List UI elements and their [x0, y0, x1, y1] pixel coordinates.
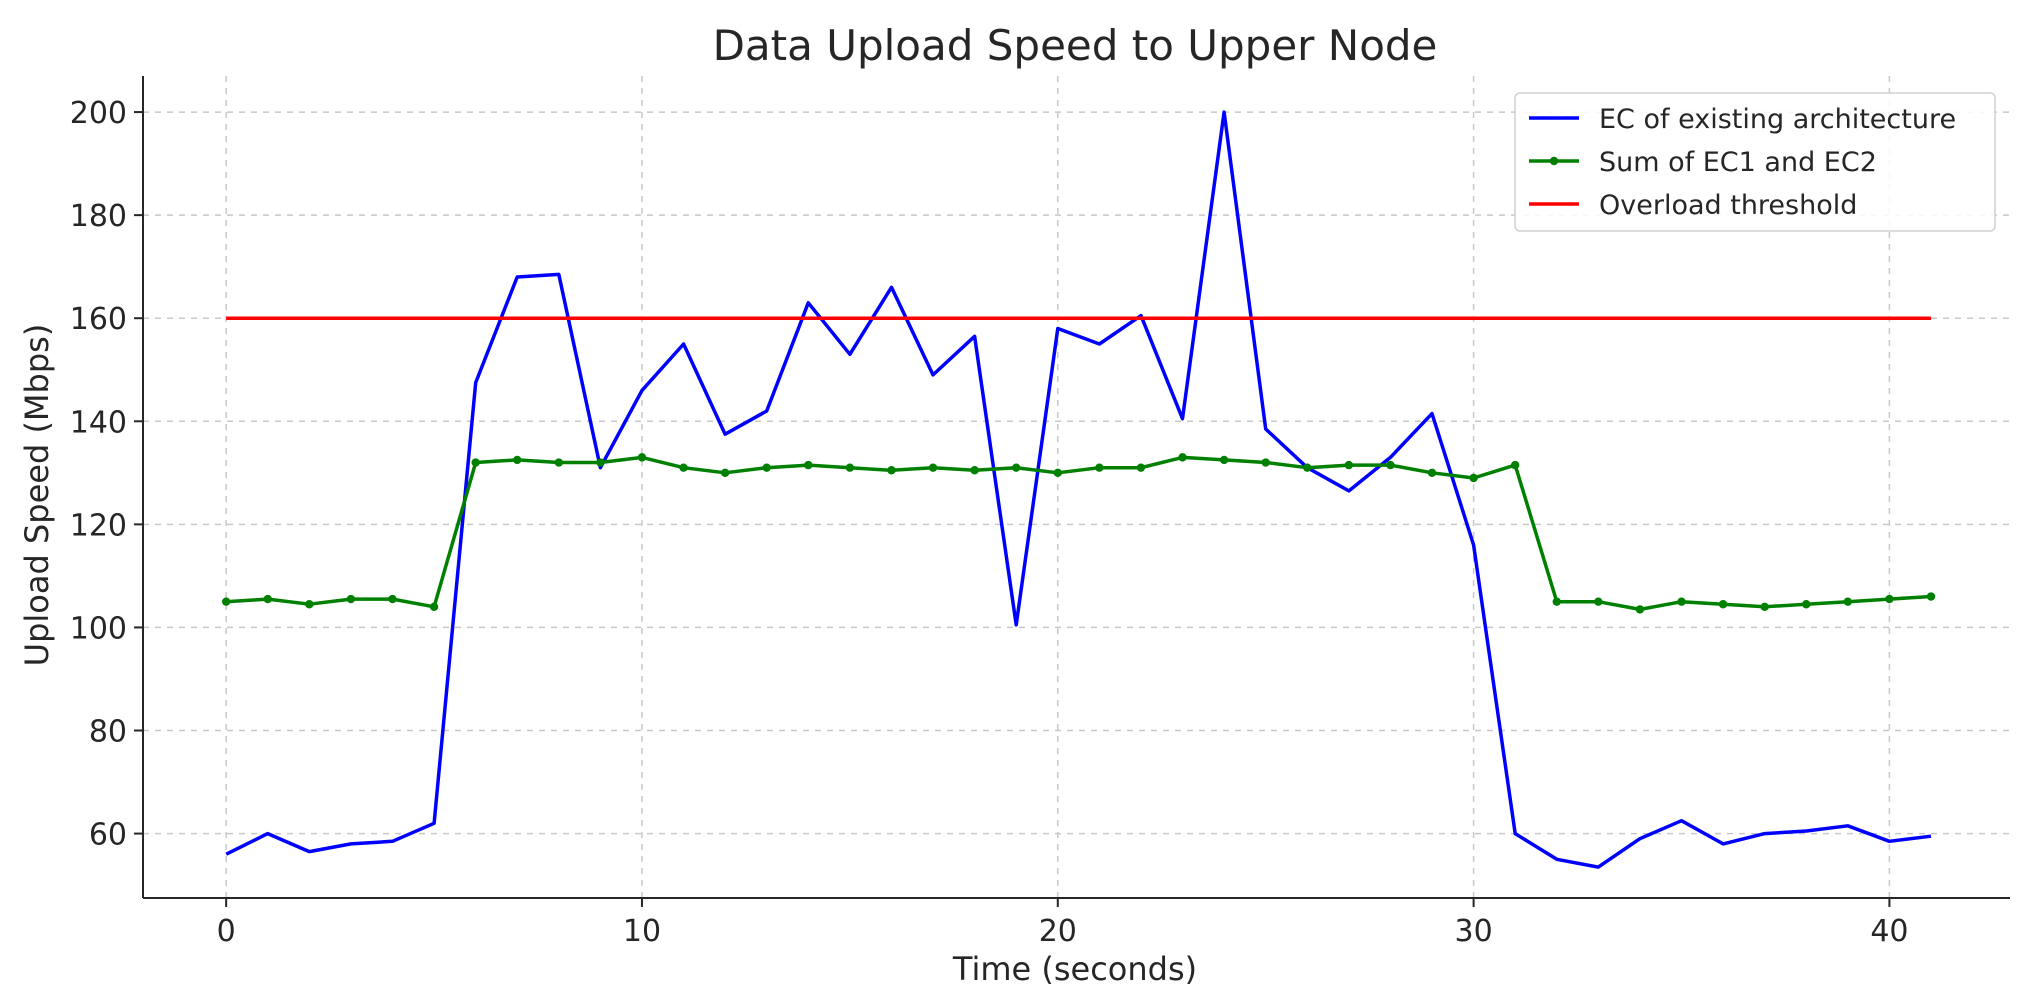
chart-title: Data Upload Speed to Upper Node	[713, 21, 1438, 70]
series-point-1	[263, 594, 272, 604]
series-point-1	[1552, 597, 1561, 606]
series-point-1	[554, 458, 564, 467]
y-tick-label: 200	[70, 96, 127, 131]
x-tick-label: 40	[1870, 914, 1908, 949]
series-point-1	[1386, 460, 1395, 470]
series-point-1	[637, 453, 647, 462]
series-point-1	[928, 463, 938, 472]
series-point-1	[720, 468, 730, 478]
series-point-1	[596, 458, 605, 467]
series-line-0	[225, 110, 1932, 869]
series-point-1	[1510, 460, 1520, 470]
axes-spines	[142, 76, 2010, 899]
y-tick-label: 60	[89, 818, 127, 853]
series-point-1	[887, 466, 896, 475]
series-point-1	[1802, 600, 1811, 609]
y-axis-label: Upload Speed (Mbps)	[18, 324, 56, 667]
series-point-1	[1926, 592, 1936, 601]
series-point-1	[346, 594, 356, 604]
y-tick-label: 180	[70, 199, 127, 234]
series-point-1	[388, 594, 397, 604]
series-point-1	[1843, 597, 1853, 606]
series-point-1	[429, 602, 439, 612]
series-point-1	[762, 463, 771, 472]
x-tick-label: 20	[1039, 914, 1077, 949]
series-point-1	[1427, 468, 1437, 478]
series-point-1	[1219, 455, 1229, 465]
series-point-1	[1178, 453, 1187, 462]
legend-marker-1	[1549, 156, 1559, 166]
series-point-1	[1885, 594, 1894, 604]
legend: EC of existing architecture Sum of EC1 an…	[1514, 92, 1996, 232]
series-point-1	[1012, 463, 1021, 472]
legend-label-1: Sum of EC1 and EC2	[1599, 147, 1877, 178]
series-point-1	[1635, 605, 1645, 614]
y-tick-label: 120	[70, 508, 127, 543]
series-point-1	[1469, 473, 1478, 483]
series-point-1	[1136, 463, 1146, 472]
series-line-1	[226, 455, 1932, 612]
y-tick-label: 100	[70, 611, 127, 646]
y-tick-label: 140	[70, 405, 127, 440]
legend-label-2: Overload threshold	[1599, 190, 1857, 221]
series-point-1	[1095, 463, 1104, 472]
x-axis-label: Time (seconds)	[952, 950, 1197, 988]
series-lines	[221, 110, 1936, 869]
series-point-1	[679, 463, 688, 472]
series-point-1	[1677, 597, 1686, 606]
y-tick-label: 80	[89, 715, 127, 750]
series-point-1	[1053, 468, 1062, 478]
series-point-1	[804, 460, 813, 470]
series-point-1	[1261, 458, 1270, 467]
y-tick-label: 160	[70, 302, 127, 337]
series-point-1	[1760, 602, 1769, 612]
x-tick-label: 30	[1455, 914, 1493, 949]
series-point-1	[305, 600, 314, 609]
series-point-1	[1718, 600, 1728, 609]
series-point-1	[1594, 597, 1603, 606]
series-point-1	[1344, 460, 1354, 470]
series-point-1	[471, 458, 480, 467]
x-axis-ticks: 0 10 20 30 40	[217, 898, 1909, 949]
series-point-1	[513, 455, 522, 465]
legend-label-0: EC of existing architecture	[1599, 104, 1956, 135]
series-point-1	[845, 463, 855, 472]
series-point-1	[970, 466, 979, 475]
legend-box	[1514, 92, 1996, 232]
series-point-1	[1303, 463, 1312, 472]
x-tick-label: 10	[623, 914, 661, 949]
y-axis-ticks: 60 80 100 120 140 160 180 200	[70, 96, 143, 853]
series-point-1	[221, 597, 231, 606]
x-tick-label: 0	[217, 914, 236, 949]
